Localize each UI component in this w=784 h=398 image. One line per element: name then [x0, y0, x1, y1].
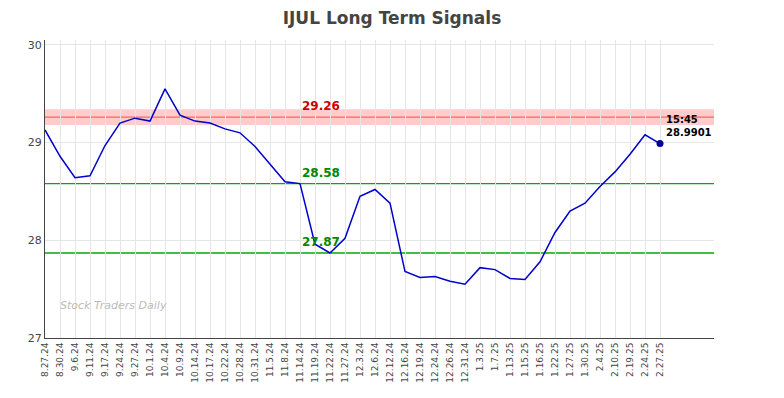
- svg-text:9.24.24: 9.24.24: [115, 342, 125, 377]
- svg-text:12.19.24: 12.19.24: [415, 342, 425, 382]
- svg-text:9.27.24: 9.27.24: [130, 342, 140, 377]
- svg-text:29: 29: [28, 136, 42, 149]
- svg-text:12.24.24: 12.24.24: [430, 342, 440, 382]
- svg-text:27: 27: [28, 332, 42, 345]
- svg-text:10.4.24: 10.4.24: [160, 342, 170, 377]
- svg-text:12.26.24: 12.26.24: [445, 342, 455, 382]
- svg-text:10.17.24: 10.17.24: [205, 342, 215, 382]
- svg-text:2.27.25: 2.27.25: [655, 343, 665, 377]
- svg-text:12.31.24: 12.31.24: [460, 342, 470, 382]
- svg-text:1.16.25: 1.16.25: [535, 343, 545, 377]
- svg-text:2.4.25: 2.4.25: [595, 343, 605, 372]
- svg-text:10.1.24: 10.1.24: [145, 342, 155, 377]
- svg-text:8.30.24: 8.30.24: [55, 342, 65, 377]
- svg-text:IJUL Long Term Signals: IJUL Long Term Signals: [283, 8, 502, 28]
- svg-text:12.6.24: 12.6.24: [370, 342, 380, 377]
- svg-text:11.19.24: 11.19.24: [310, 342, 320, 382]
- svg-text:11.14.24: 11.14.24: [295, 342, 305, 382]
- svg-text:10.9.24: 10.9.24: [175, 342, 185, 377]
- svg-text:9.11.24: 9.11.24: [85, 342, 95, 377]
- svg-text:9.17.24: 9.17.24: [100, 342, 110, 377]
- svg-text:11.5.24: 11.5.24: [265, 342, 275, 377]
- svg-text:12.3.24: 12.3.24: [355, 342, 365, 377]
- svg-text:9.6.24: 9.6.24: [70, 342, 80, 371]
- svg-text:1.30.25: 1.30.25: [580, 343, 590, 377]
- svg-text:1.22.25: 1.22.25: [550, 343, 560, 377]
- svg-text:1.15.25: 1.15.25: [520, 343, 530, 377]
- svg-text:10.14.24: 10.14.24: [190, 342, 200, 382]
- svg-text:1.27.25: 1.27.25: [565, 343, 575, 377]
- svg-text:29.26: 29.26: [302, 99, 340, 113]
- svg-text:30: 30: [28, 39, 42, 52]
- svg-text:2.19.25: 2.19.25: [625, 343, 635, 377]
- svg-text:1.13.25: 1.13.25: [505, 343, 515, 377]
- svg-text:10.31.24: 10.31.24: [250, 342, 260, 382]
- svg-text:2.10.25: 2.10.25: [610, 343, 620, 377]
- svg-text:1.3.25: 1.3.25: [475, 343, 485, 372]
- svg-text:28: 28: [28, 234, 42, 247]
- svg-text:1.7.25: 1.7.25: [490, 343, 500, 372]
- svg-text:8.27.24: 8.27.24: [40, 342, 50, 377]
- svg-text:15:4528.9901: 15:4528.9901: [666, 114, 712, 138]
- svg-text:27.87: 27.87: [302, 235, 340, 249]
- svg-text:Stock Traders Daily: Stock Traders Daily: [60, 299, 167, 312]
- svg-text:11.22.24: 11.22.24: [325, 342, 335, 382]
- svg-text:2.24.25: 2.24.25: [640, 343, 650, 377]
- svg-text:11.8.24: 11.8.24: [280, 342, 290, 377]
- svg-text:12.16.24: 12.16.24: [400, 342, 410, 382]
- svg-text:11.27.24: 11.27.24: [340, 342, 350, 382]
- svg-text:28.58: 28.58: [302, 166, 340, 180]
- svg-text:12.12.24: 12.12.24: [385, 342, 395, 382]
- svg-text:10.22.24: 10.22.24: [220, 342, 230, 382]
- svg-text:10.28.24: 10.28.24: [235, 342, 245, 382]
